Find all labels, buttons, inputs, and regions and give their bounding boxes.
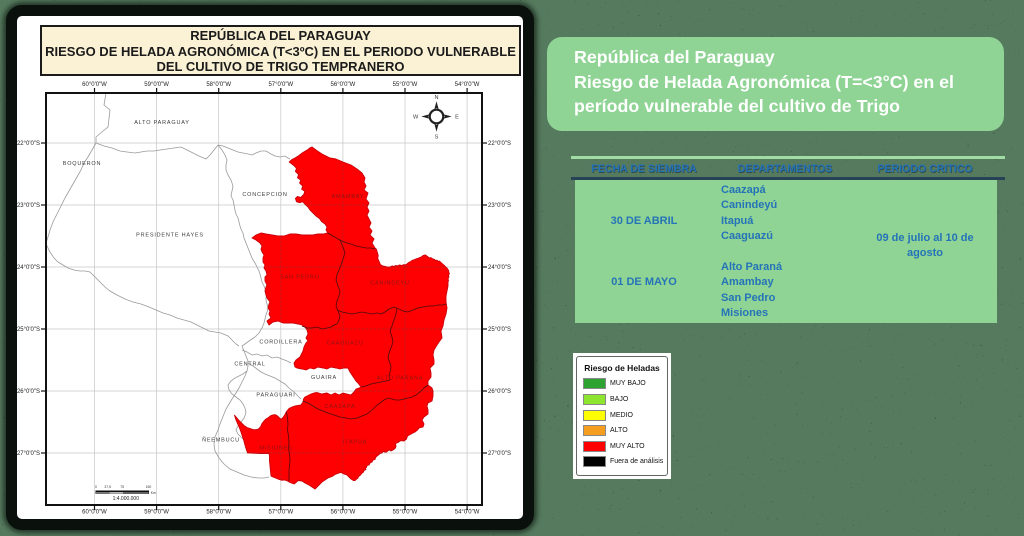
svg-text:ALTO PARAGUAY: ALTO PARAGUAY [134, 120, 190, 126]
svg-text:56°0'0"W: 56°0'0"W [331, 510, 356, 516]
svg-text:GUAIRA: GUAIRA [311, 375, 337, 381]
svg-text:PARAGUARI: PARAGUARI [256, 393, 295, 399]
svg-text:W: W [413, 115, 419, 121]
svg-text:60°0'0"W: 60°0'0"W [82, 82, 107, 88]
svg-text:54°0'0"W: 54°0'0"W [455, 510, 480, 516]
svg-text:CAAZAPA: CAAZAPA [325, 404, 356, 410]
svg-text:26°0'0"S: 26°0'0"S [488, 389, 511, 395]
svg-text:22°0'0"S: 22°0'0"S [488, 141, 511, 147]
svg-text:24°0'0"S: 24°0'0"S [17, 265, 40, 271]
svg-text:59°0'0"W: 59°0'0"W [144, 510, 169, 516]
svg-text:CAAGUAZU: CAAGUAZU [327, 341, 364, 347]
svg-text:SAN PEDRO: SAN PEDRO [280, 275, 320, 281]
svg-text:25°0'0"S: 25°0'0"S [17, 327, 40, 333]
svg-text:150: 150 [146, 485, 152, 489]
svg-text:27°0'0"S: 27°0'0"S [17, 451, 40, 457]
svg-text:CONCEPCION: CONCEPCION [242, 192, 287, 198]
svg-text:24°0'0"S: 24°0'0"S [488, 265, 511, 271]
svg-text:AMAMBAY: AMAMBAY [332, 194, 365, 200]
svg-text:58°0'0"W: 58°0'0"W [206, 82, 231, 88]
svg-text:55°0'0"W: 55°0'0"W [393, 82, 418, 88]
svg-text:57°0'0"W: 57°0'0"W [268, 510, 293, 516]
svg-text:CANINDEYU: CANINDEYU [370, 281, 410, 287]
svg-text:25°0'0"S: 25°0'0"S [488, 327, 511, 333]
svg-text:S: S [435, 134, 439, 140]
svg-text:75: 75 [120, 485, 124, 489]
svg-text:54°0'0"W: 54°0'0"W [455, 82, 480, 88]
svg-text:0: 0 [95, 485, 97, 489]
svg-text:CENTRAL: CENTRAL [234, 362, 265, 368]
svg-text:CORDILLERA: CORDILLERA [259, 340, 302, 346]
svg-text:PRESIDENTE HAYES: PRESIDENTE HAYES [136, 233, 204, 239]
svg-text:BOQUERON: BOQUERON [63, 161, 102, 167]
svg-text:60°0'0"W: 60°0'0"W [82, 510, 107, 516]
svg-text:26°0'0"S: 26°0'0"S [17, 389, 40, 395]
svg-text:56°0'0"W: 56°0'0"W [331, 82, 356, 88]
svg-text:ALTO PARANA: ALTO PARANA [377, 376, 423, 382]
svg-text:22°0'0"S: 22°0'0"S [17, 141, 40, 147]
svg-text:59°0'0"W: 59°0'0"W [144, 82, 169, 88]
svg-text:ITAPUA: ITAPUA [343, 440, 367, 446]
svg-text:Km: Km [151, 491, 156, 495]
svg-text:37,5: 37,5 [104, 485, 111, 489]
svg-text:23°0'0"S: 23°0'0"S [17, 203, 40, 209]
svg-text:57°0'0"W: 57°0'0"W [268, 82, 293, 88]
svg-text:1:4.000.000: 1:4.000.000 [113, 496, 140, 502]
svg-text:ÑEEMBUCU: ÑEEMBUCU [202, 437, 240, 444]
svg-text:58°0'0"W: 58°0'0"W [206, 510, 231, 516]
svg-text:23°0'0"S: 23°0'0"S [488, 203, 511, 209]
svg-text:55°0'0"W: 55°0'0"W [393, 510, 418, 516]
svg-text:E: E [455, 115, 459, 121]
svg-text:27°0'0"S: 27°0'0"S [488, 451, 511, 457]
svg-text:N: N [434, 95, 438, 101]
svg-text:MISIONES: MISIONES [259, 446, 292, 452]
